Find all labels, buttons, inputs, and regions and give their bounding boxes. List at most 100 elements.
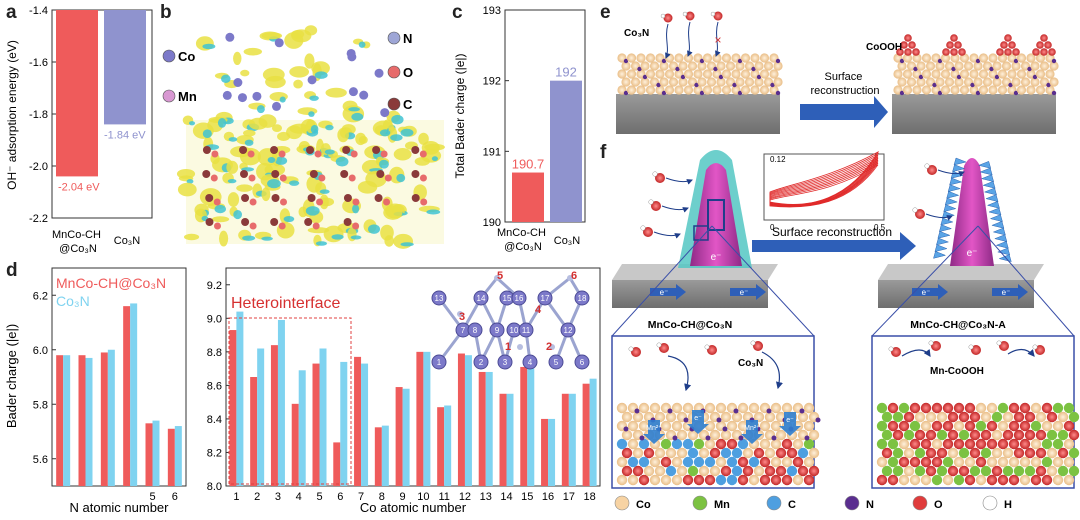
panel-d-co-bar-red bbox=[416, 351, 424, 486]
water-attack-arrow bbox=[665, 177, 693, 185]
oxygen-atom bbox=[348, 174, 356, 182]
n-atom bbox=[775, 90, 781, 96]
density-blob-yellow bbox=[286, 125, 303, 140]
co-atom bbox=[704, 438, 716, 450]
co-atom bbox=[1026, 85, 1036, 95]
o-atom bbox=[1035, 429, 1047, 441]
panel-b-legend-dot bbox=[387, 65, 401, 79]
co-atom bbox=[959, 69, 970, 79]
co-atom bbox=[742, 447, 754, 459]
density-blob-yellow bbox=[304, 53, 315, 69]
n-atom bbox=[733, 408, 739, 414]
panel-d-co-bar-red bbox=[312, 363, 320, 486]
o-atom bbox=[638, 474, 650, 486]
co-atom bbox=[1063, 474, 1075, 486]
density-blob-cyan bbox=[244, 139, 254, 146]
co-atom bbox=[940, 85, 951, 95]
n-atom bbox=[672, 435, 678, 441]
density-blob-cyan bbox=[350, 235, 362, 240]
water-oxygen bbox=[631, 347, 641, 357]
mn-atom bbox=[936, 429, 948, 441]
structure-co-atom-label: 1 bbox=[437, 358, 442, 367]
co-atom bbox=[655, 69, 665, 79]
co-atom bbox=[1063, 456, 1075, 468]
panel-d-co-bar-red bbox=[229, 330, 237, 486]
oxygen-atom bbox=[278, 150, 286, 158]
panel-d-n-label: 5 bbox=[149, 491, 155, 503]
o-atom bbox=[1041, 474, 1053, 486]
panel-c-xlabel-1: MnCo-CH @Co₃N bbox=[497, 227, 549, 253]
o-atom bbox=[920, 402, 932, 414]
co-atom bbox=[697, 61, 707, 71]
panel-d-co-label: 3 bbox=[275, 491, 281, 503]
water-hydrogen bbox=[710, 11, 716, 17]
structure-co-atom-label: 15 bbox=[503, 294, 512, 303]
electron-flow-arrow bbox=[650, 284, 686, 300]
co-atom bbox=[803, 456, 815, 468]
mn-atom bbox=[975, 420, 987, 432]
panel-c-frame bbox=[504, 9, 586, 223]
panel-e-right-substrate bbox=[892, 94, 1056, 134]
panel-d-co-label: 6 bbox=[337, 491, 343, 503]
oxygen-atom bbox=[316, 198, 324, 206]
carbon-atom bbox=[306, 146, 315, 154]
mn-atom bbox=[660, 438, 672, 450]
co-atom bbox=[671, 456, 683, 468]
panel-letter-d: d bbox=[6, 260, 18, 281]
mn-atom bbox=[876, 402, 888, 414]
o-atom bbox=[1024, 447, 1036, 459]
c-atom bbox=[720, 447, 732, 459]
structure-n-atom bbox=[567, 275, 573, 281]
co-atom bbox=[954, 77, 964, 87]
density-blob-cyan bbox=[202, 129, 212, 139]
cooh-atom bbox=[908, 41, 916, 49]
n-atom bbox=[661, 90, 667, 96]
structure-co-atom-label: 4 bbox=[528, 358, 533, 367]
o-atom bbox=[808, 465, 820, 477]
panel-b-legend-dot bbox=[162, 89, 176, 103]
carbon-atom bbox=[202, 170, 211, 178]
structure-co-atom bbox=[574, 354, 590, 370]
co-atom bbox=[1041, 420, 1053, 432]
co-atom bbox=[664, 85, 675, 95]
water-hydrogen bbox=[912, 207, 918, 213]
blocked-mark: × bbox=[714, 33, 721, 47]
o-atom bbox=[1002, 429, 1014, 441]
panel-d-right-tick-label: 8.4 bbox=[207, 414, 222, 426]
oxygen-atom bbox=[249, 222, 257, 230]
water-oxygen bbox=[685, 11, 695, 21]
structure-co-atom bbox=[431, 290, 447, 306]
density-blob-cyan bbox=[217, 118, 227, 128]
co-atom bbox=[1049, 77, 1059, 87]
c-atom bbox=[737, 438, 749, 450]
carbon-atom bbox=[271, 194, 280, 202]
panel-d-left-tick-label: 6.0 bbox=[33, 345, 48, 357]
co-atom bbox=[740, 69, 751, 79]
n-atom bbox=[751, 66, 756, 72]
n-atom bbox=[623, 426, 629, 432]
co-atom bbox=[944, 77, 955, 87]
co-atom bbox=[674, 53, 684, 63]
co-atom bbox=[636, 53, 646, 63]
cooh-atom bbox=[900, 41, 908, 49]
density-blob-cyan bbox=[319, 189, 330, 194]
o-atom bbox=[975, 438, 987, 450]
ion-flow-arrow bbox=[779, 412, 801, 436]
co-atom bbox=[676, 447, 688, 459]
panel-d-co-bar-red bbox=[499, 393, 507, 486]
structure-co-atom bbox=[518, 322, 534, 338]
cooh-atom bbox=[950, 48, 958, 56]
oxygen-atom bbox=[352, 198, 360, 206]
o-atom bbox=[964, 438, 976, 450]
density-blob-cyan bbox=[227, 179, 237, 184]
density-blob-cyan bbox=[379, 129, 391, 137]
co-atom bbox=[808, 429, 820, 441]
density-blob-yellow bbox=[261, 187, 271, 202]
co-atom bbox=[753, 465, 765, 477]
panel-d-n-bar-blue bbox=[152, 420, 160, 486]
density-blob-cyan bbox=[308, 111, 315, 117]
co-atom bbox=[759, 69, 770, 79]
water-path-arrow bbox=[901, 349, 931, 357]
density-blob-yellow bbox=[383, 205, 403, 220]
panel-d-ylabel: Bader charge (|e|) bbox=[4, 324, 19, 428]
